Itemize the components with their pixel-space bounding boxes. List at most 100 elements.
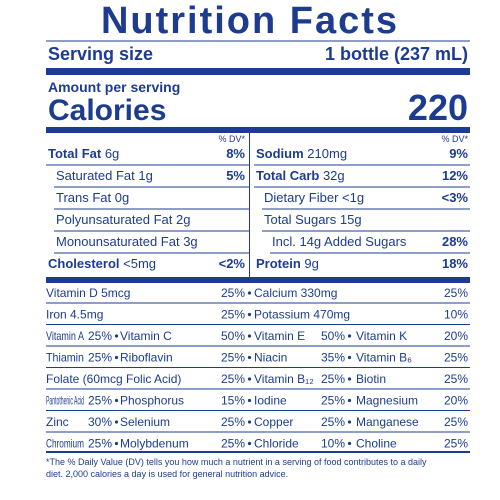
nutrient: Trans Fat 0g [56, 190, 129, 205]
vitamin-name: Phosphorus [120, 394, 184, 408]
bullet [114, 420, 119, 424]
vitamin-name: Vitamin B₆ [356, 351, 412, 365]
bullet [347, 355, 352, 360]
vitamin-dv: 25% [444, 286, 468, 300]
nutrient-dv: 8% [226, 146, 245, 161]
vitamin-dv: 50% [221, 329, 245, 343]
nutrient-name: Dietary Fiber [264, 190, 339, 205]
calories-label: Calories [48, 94, 166, 127]
vitamin-name: Vitamin D 5mcg [46, 286, 130, 300]
bullet [114, 334, 119, 338]
vitamin-name: Biotin [356, 372, 386, 386]
nutrient: Saturated Fat 1g [56, 168, 153, 183]
vitamin-dv: 25% [444, 351, 468, 365]
nutrient-name: Cholesterol [48, 256, 120, 271]
vitamin-dv: 25% [321, 394, 345, 408]
vitamin-dv: 25% [221, 351, 245, 365]
nutrient: Polyunsaturated Fat 2g [56, 212, 190, 227]
vitamin-dv: 25% [88, 394, 112, 408]
nutrient: Total Carb 32g [256, 168, 345, 183]
bullet [347, 377, 352, 381]
thick-rule [46, 277, 470, 283]
amount-label: Amount per serving [48, 79, 180, 95]
nutrient-name: Total Carb [256, 168, 319, 183]
calories: 220 [408, 87, 468, 128]
nutrient-name: Polyunsaturated Fat [56, 212, 173, 227]
vitamin-dv: 35% [321, 351, 345, 365]
nutrient: Total Sugars 15g [264, 212, 362, 227]
nutrient-name: Total Fat [48, 146, 102, 161]
vitamin-name: Iodine [254, 394, 287, 408]
nutrient-name: Monounsaturated Fat [56, 234, 180, 249]
nutrient-amount: 6g [105, 146, 119, 161]
vitamin-name: Riboflavin [120, 351, 173, 365]
nutrient-name: Total Sugars [264, 212, 337, 227]
vitamin-dv: 25% [221, 372, 245, 386]
nutrient-name: Saturated Fat [56, 168, 135, 183]
nutrient: Dietary Fiber <1g [264, 190, 364, 205]
vitamin-name: Chromium [46, 437, 84, 451]
nutrient-dv: 28% [442, 234, 468, 249]
vitamin-dv: 25% [88, 329, 112, 343]
vitamin-dv: 20% [444, 394, 468, 408]
bullet [247, 398, 252, 403]
nutrient-amount: <5mg [123, 256, 156, 271]
nutrient-amount: 0g [115, 190, 129, 205]
vitamin-name: Potassium 470mg [254, 308, 350, 322]
nutrient-dv: 5% [226, 168, 245, 183]
vitamin-dv: 25% [221, 437, 245, 451]
vitamin-dv: 25% [321, 372, 345, 386]
bullet [347, 441, 352, 446]
nutrient-dv: 18% [442, 256, 468, 271]
nutrient-amount: 9g [304, 256, 318, 271]
vitamin-name: Niacin [254, 351, 287, 365]
nutrient-amount: <1g [342, 190, 364, 205]
vitamin-name: Manganese [356, 415, 419, 429]
nutrient-amount: 2g [176, 212, 190, 227]
nutrient-amount: 1g [138, 168, 152, 183]
vitamin-dv: 10% [444, 308, 468, 322]
vitamin-name: Vitamin B₁₂ [254, 372, 314, 386]
vitamin-name: Molybdenum [120, 437, 189, 451]
bullet [114, 355, 119, 360]
vitamin-dv: 25% [444, 437, 468, 451]
nutrient: Protein 9g [256, 256, 319, 271]
nutrient-dv: 12% [442, 168, 468, 183]
nutrient: Sodium 210mg [256, 146, 347, 161]
serving-size: 1 bottle (237 mL) [325, 44, 468, 64]
nutrient-dv: <3% [442, 190, 469, 205]
nutrient-dv: <2% [219, 256, 246, 271]
vitamin-name: Copper [254, 415, 293, 429]
nutrient-dv: 9% [449, 146, 468, 161]
bullet [347, 398, 352, 403]
bullet [247, 441, 252, 446]
vitamin-name: Calcium 330mg [254, 286, 337, 300]
nutrient-name: Incl. 14g Added Sugars [272, 234, 407, 249]
vitamin-name: Vitamin K [356, 329, 407, 343]
vitamin-dv: 10% [321, 437, 345, 451]
bullet [247, 334, 252, 338]
vitamin-dv: 30% [88, 415, 112, 429]
title: Nutrition Facts [101, 0, 399, 42]
vitamin-dv: 25% [221, 308, 245, 322]
nutrient: Incl. 14g Added Sugars [272, 234, 407, 249]
bullet [247, 377, 252, 381]
thick-rule [46, 68, 470, 75]
serving-label: Serving size [48, 44, 153, 64]
nutrient-amount: 3g [183, 234, 197, 249]
vitamin-name: Selenium [120, 415, 170, 429]
dv-header: % DV* [218, 134, 245, 144]
vitamin-name: Zinc [46, 415, 69, 429]
bullet [114, 441, 119, 446]
vitamin-dv: 25% [88, 351, 112, 365]
nutrient: Cholesterol <5mg [48, 256, 156, 271]
vitamin-dv: 25% [444, 415, 468, 429]
vitamin-name: Chloride [254, 437, 299, 451]
vitamin-dv: 25% [221, 415, 245, 429]
bullet [347, 420, 352, 424]
dv-header: % DV* [441, 134, 468, 144]
bullet [247, 312, 252, 317]
vitamin-dv: 25% [88, 437, 112, 451]
footnote: *The % Daily Value (DV) tells you how mu… [46, 457, 427, 467]
